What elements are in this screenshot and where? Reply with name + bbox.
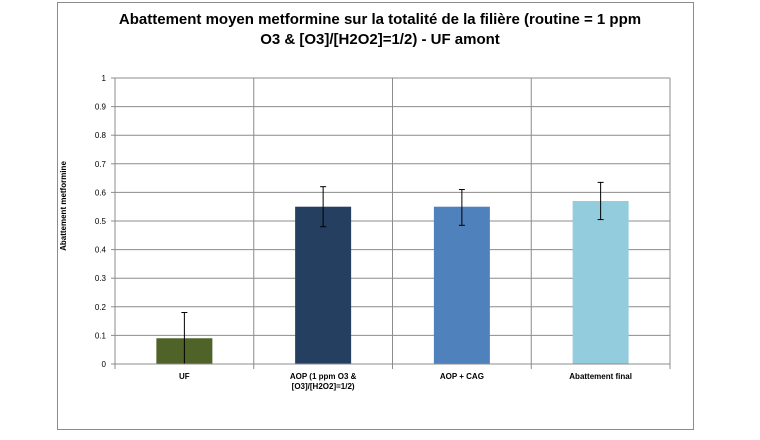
chart-title-line-1: Abattement moyen metformine sur la total…	[119, 11, 641, 28]
y-tick-label: 0.3	[95, 274, 107, 283]
y-tick-label: 0.7	[95, 160, 107, 169]
y-tick-label: 0.4	[95, 246, 107, 255]
x-category-label: AOP + CAG	[440, 372, 484, 381]
bar	[572, 200, 629, 364]
axis-layer: 0 0.1 0.2 0.3 0.4 0.5 0.6 0.7 0.8 0.9 1 UF AOP (1 pp…	[95, 74, 670, 391]
x-category-label: AOP (1 ppm O3 &	[290, 372, 357, 381]
x-category-label: [O3]/[H2O2]=1/2)	[292, 382, 355, 391]
bar	[433, 206, 490, 364]
chart-title-line-2: O3 & [O3]/[H2O2]=1/2) - UF amont	[260, 31, 500, 48]
y-tick-label: 0.9	[95, 103, 107, 112]
y-tick-label: 0.6	[95, 188, 107, 197]
bar-layer	[156, 181, 629, 365]
y-tick-label: 0.5	[95, 217, 107, 226]
y-tick-label: 0.1	[95, 331, 107, 340]
x-category-label: UF	[179, 372, 190, 381]
y-axis-label: Abattement metformine	[59, 161, 68, 251]
bar	[295, 206, 352, 364]
x-category-label: Abattement final	[569, 372, 632, 381]
y-tick-label: 0.8	[95, 131, 107, 140]
y-tick-label: 0.2	[95, 303, 107, 312]
y-tick-label: 1	[102, 74, 107, 83]
y-tick-label: 0	[102, 360, 107, 369]
